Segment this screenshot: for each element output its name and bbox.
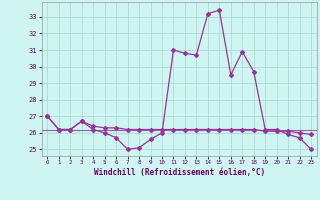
X-axis label: Windchill (Refroidissement éolien,°C): Windchill (Refroidissement éolien,°C) xyxy=(94,168,265,177)
